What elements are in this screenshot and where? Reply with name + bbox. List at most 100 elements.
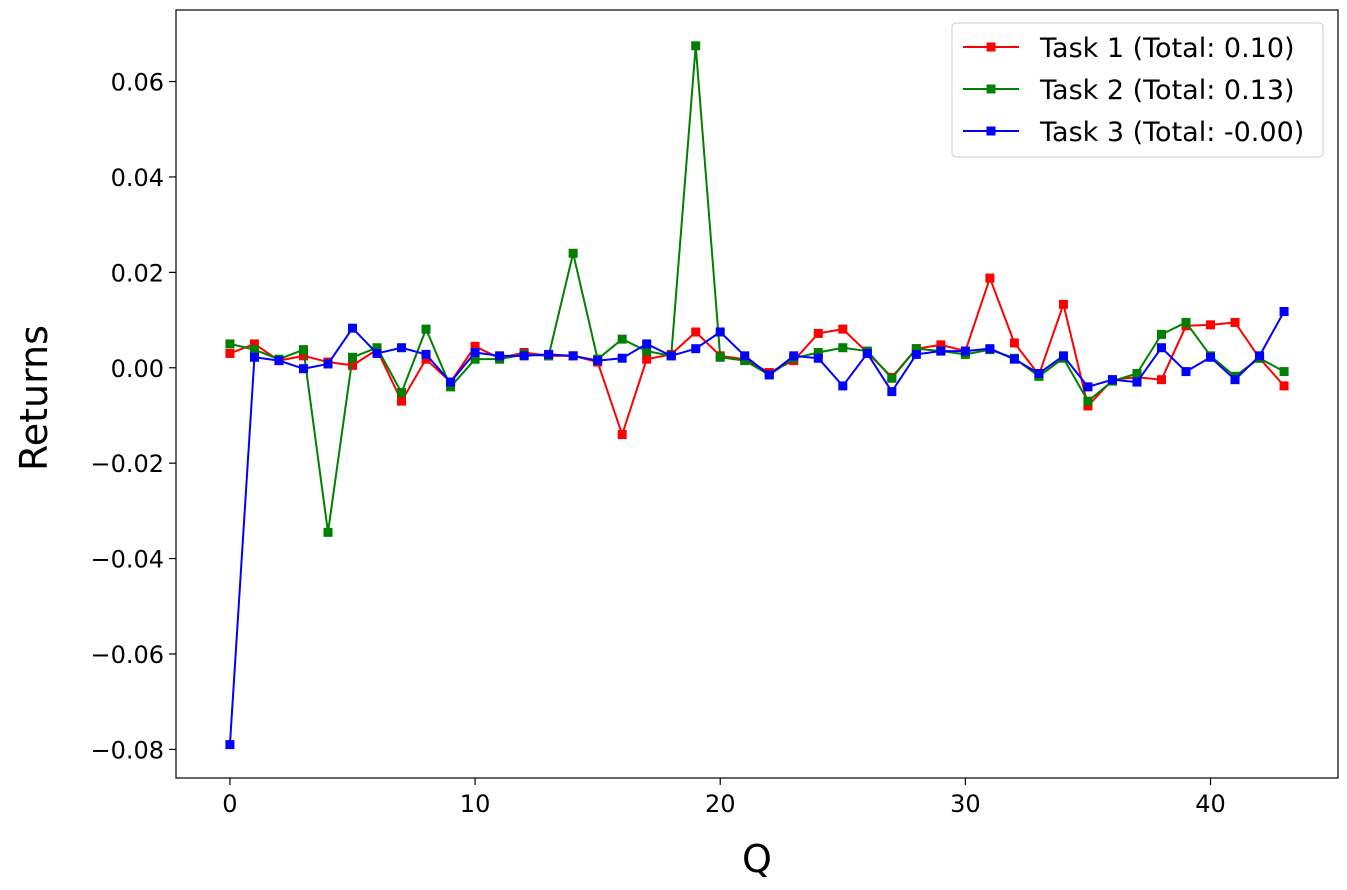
series-3-point <box>764 370 774 380</box>
series-2-point <box>813 347 823 357</box>
series-2-point <box>225 339 235 349</box>
series-3 <box>225 306 1289 750</box>
series-3-point <box>985 344 995 354</box>
series-3-point <box>1083 382 1093 392</box>
series-1-point <box>1058 299 1068 309</box>
series-2-point <box>740 356 750 366</box>
series-2-point <box>446 382 456 392</box>
series-3-point <box>617 353 627 363</box>
legend-marker <box>986 42 996 52</box>
legend-label: Task 3 (Total: -0.00) <box>1039 117 1304 148</box>
x-axis: 0 10 20 30 40 <box>222 778 1226 818</box>
series-3-point <box>593 356 603 366</box>
series-3-point <box>1132 377 1142 387</box>
series-1-point <box>985 273 995 283</box>
series-2-point <box>323 527 333 537</box>
series-3-point <box>274 356 284 366</box>
series-1-point <box>642 354 652 364</box>
series-1-point <box>470 341 480 351</box>
series-3-point <box>862 348 872 358</box>
series-1-point <box>1009 338 1019 348</box>
series-3-point <box>887 387 897 397</box>
series-3-point <box>1206 352 1216 362</box>
legend-marker <box>986 126 996 136</box>
series-3-point <box>519 351 529 361</box>
series-3-point <box>1181 367 1191 377</box>
legend: Task 1 (Total: 0.10) Task 2 (Total: 0.13)… <box>951 22 1324 158</box>
x-tick-label: 10 <box>460 790 491 818</box>
series-3-point <box>544 349 554 359</box>
x-tick-label: 20 <box>705 790 736 818</box>
y-tick-label: 0.06 <box>111 69 164 97</box>
series-1-point <box>1230 317 1240 327</box>
series-1-point <box>691 327 701 337</box>
legend-entry: Task 2 (Total: 0.13) <box>963 75 1295 106</box>
series-3-point <box>421 349 431 359</box>
series-3-point <box>249 352 259 362</box>
series-1-line <box>229 277 1285 436</box>
series-2-point <box>1279 367 1289 377</box>
y-axis: −0.08 −0.06 −0.04 −0.02 0.00 0.02 0.04 0.06 <box>90 69 176 764</box>
series-1-point <box>936 340 946 350</box>
series-2-point <box>911 344 921 354</box>
series-2-point <box>1181 317 1191 327</box>
y-axis-title: Returns <box>12 325 56 471</box>
series-2-point <box>1083 396 1093 406</box>
series-layer <box>225 41 1289 750</box>
legend-entry: Task 1 (Total: 0.10) <box>963 33 1295 64</box>
legend-entry: Task 3 (Total: -0.00) <box>963 117 1304 148</box>
series-3-point <box>1255 351 1265 361</box>
series-3-point <box>348 323 358 333</box>
series-1-point <box>1279 381 1289 391</box>
series-2-point <box>1132 368 1142 378</box>
series-3-point <box>789 351 799 361</box>
series-3-point <box>936 346 946 356</box>
series-3-point <box>1058 351 1068 361</box>
y-tick-label: −0.06 <box>90 641 164 669</box>
y-tick-label: 0.04 <box>111 164 164 192</box>
series-3-point <box>446 377 456 387</box>
series-2-point <box>1156 329 1166 339</box>
y-tick-label: 0.02 <box>111 259 164 287</box>
series-1-point <box>225 348 235 358</box>
plot-frame <box>175 9 1339 779</box>
series-2-point <box>372 343 382 353</box>
series-3-point <box>813 353 823 363</box>
series-3-point <box>495 351 505 361</box>
series-2-point <box>421 324 431 334</box>
series-2-point <box>470 354 480 364</box>
series-1-point <box>348 360 358 370</box>
series-3-point <box>911 349 921 359</box>
series-2-point <box>249 345 259 355</box>
y-tick-label: −0.04 <box>90 546 164 574</box>
series-3-point <box>225 740 235 750</box>
series-2-point <box>642 346 652 356</box>
series-1 <box>225 273 1289 440</box>
series-2-point <box>348 352 358 362</box>
series-3-point <box>298 364 308 374</box>
x-tick-label: 40 <box>1195 790 1226 818</box>
y-tick-label: −0.02 <box>90 450 164 478</box>
legend-label: Task 1 (Total: 0.10) <box>1039 33 1295 64</box>
series-1-point <box>1156 375 1166 385</box>
legend-marker <box>986 84 996 94</box>
series-1-point <box>1206 320 1216 330</box>
series-3-point <box>1034 368 1044 378</box>
series-3-point <box>1279 306 1289 316</box>
series-3-point <box>642 339 652 349</box>
series-2-point <box>887 373 897 383</box>
series-1-point <box>617 430 627 440</box>
series-3-point <box>1156 343 1166 353</box>
series-3-point <box>1009 354 1019 364</box>
series-1-point <box>249 339 259 349</box>
x-tick-label: 0 <box>222 790 237 818</box>
series-3-point <box>470 347 480 357</box>
series-2-point <box>397 388 407 398</box>
series-1-point <box>421 354 431 364</box>
series-1-point <box>813 328 823 338</box>
series-3-point <box>666 351 676 361</box>
series-3-point <box>838 381 848 391</box>
y-tick-label: 0.00 <box>111 355 164 383</box>
series-3-point <box>568 351 578 361</box>
